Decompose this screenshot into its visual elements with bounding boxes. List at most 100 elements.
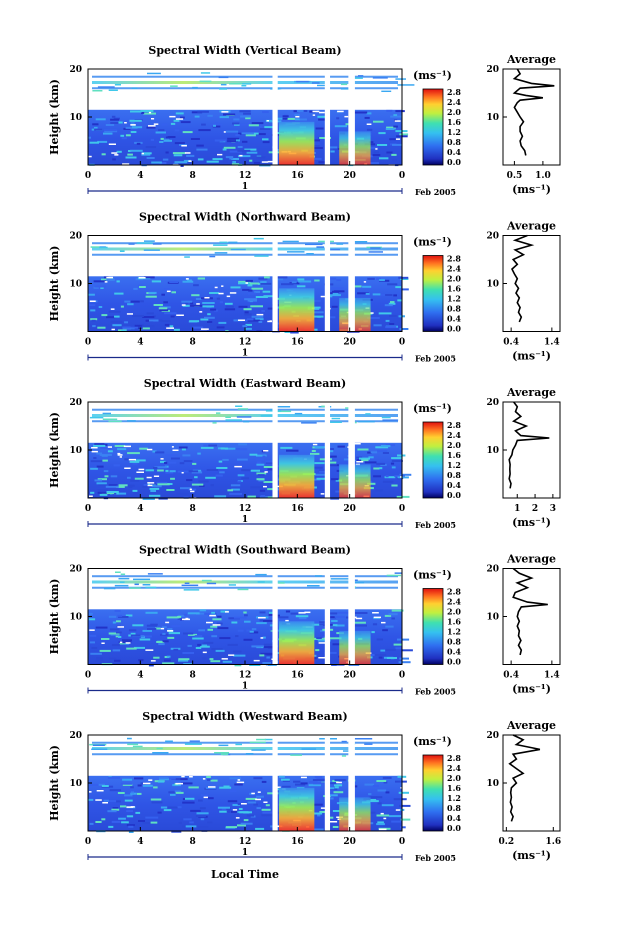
echo-speckle [185,825,197,828]
x-tick-label: 8 [190,671,196,681]
echo-speckle [199,609,207,612]
echo-speckle [238,282,250,285]
data-gap-speckle [171,446,174,448]
echo-speckle [257,474,265,477]
echo-speckle [243,611,247,614]
echo-speckle [158,307,168,310]
echo-speckle [139,638,151,641]
echo-speckle [368,793,372,796]
echo-speckle [392,143,403,146]
upper-fragment [381,416,391,419]
echo-speckle [237,146,243,148]
echo-speckle [107,800,117,802]
upper-fragment [326,421,342,423]
echo-speckle [238,443,247,446]
upper-fragment [340,83,348,86]
upper-fragment [306,253,314,255]
upper-fragment [209,255,216,258]
x-tick-label: 8 [190,338,196,348]
echo-speckle [326,782,337,785]
echo-speckle [159,162,167,164]
echo-speckle [266,496,273,499]
echo-speckle [298,280,312,283]
echo-speckle [298,617,307,620]
echo-speckle [195,298,203,300]
upper-fragment [156,747,163,750]
upper-fragment [136,242,153,244]
echo-speckle [173,648,179,651]
echo-speckle [190,138,200,140]
echo-speckle [391,466,396,469]
echo-speckle [261,808,271,811]
echo-speckle [279,618,289,621]
echo-speckle [91,128,95,131]
echo-speckle [89,822,94,825]
upper-fragment [165,740,173,742]
echo-speckle [128,634,133,637]
upper-fragment [386,574,402,577]
average-x-tick-label: 0.5 [507,171,523,181]
echo-speckle [311,828,324,831]
echo-speckle [399,804,411,807]
echo-speckle [330,292,339,295]
echo-speckle [262,662,271,664]
echo-speckle [354,624,367,627]
echo-speckle [348,285,362,288]
echo-speckle [160,137,164,140]
echo-speckle [147,628,157,630]
echo-speckle [199,807,206,810]
echo-speckle [319,621,327,624]
echo-speckle [126,810,133,813]
echo-speckle [190,302,194,305]
echo-speckle [384,304,393,307]
echo-speckle [382,776,392,779]
echo-speckle [173,328,180,331]
echo-speckle [219,471,225,474]
echo-speckle [256,454,267,457]
echo-speckle [219,289,227,292]
echo-speckle [386,657,397,659]
echo-speckle [310,478,321,481]
upper-fragment [147,573,163,575]
colorbar-tick-label: 0.4 [447,147,461,157]
echo-speckle [398,661,411,664]
upper-fragment [269,408,275,411]
echo-speckle [325,463,337,466]
echo-speckle [365,292,370,295]
echo-speckle [153,656,160,659]
upper-fragment [278,582,285,584]
echo-speckle [162,632,166,635]
echo-speckle [196,812,209,815]
colorbar-tick-label: 0.0 [447,157,461,167]
echo-speckle [138,820,145,822]
echo-speckle [296,110,304,112]
colorbar-tick-label: 0.8 [447,304,461,314]
echo-speckle [315,127,324,130]
echo-speckle [253,133,266,136]
echo-speckle [334,786,339,789]
echo-speckle [386,151,393,154]
echo-speckle [110,475,118,478]
echo-speckle [282,115,289,118]
echo-speckle [191,294,200,297]
data-gap-speckle [185,617,189,620]
upper-fragment [260,415,273,417]
echo-speckle [260,282,272,285]
echo-speckle [375,489,383,492]
echo-speckle [151,485,162,488]
echo-speckle [124,484,135,487]
echo-speckle [251,287,264,290]
echo-speckle [116,620,121,623]
echo-speckle [173,119,180,122]
echo-speckle [130,479,140,482]
colorbar-tick-label: 2.0 [447,607,461,617]
echo-speckle [146,126,156,129]
echo-speckle [372,785,379,787]
echo-speckle [395,286,401,289]
echo-speckle [332,810,340,812]
echo-speckle [400,278,409,280]
echo-speckle [125,134,131,137]
echo-speckle [282,117,288,120]
echo-speckle [319,811,329,813]
echo-speckle [226,810,230,813]
